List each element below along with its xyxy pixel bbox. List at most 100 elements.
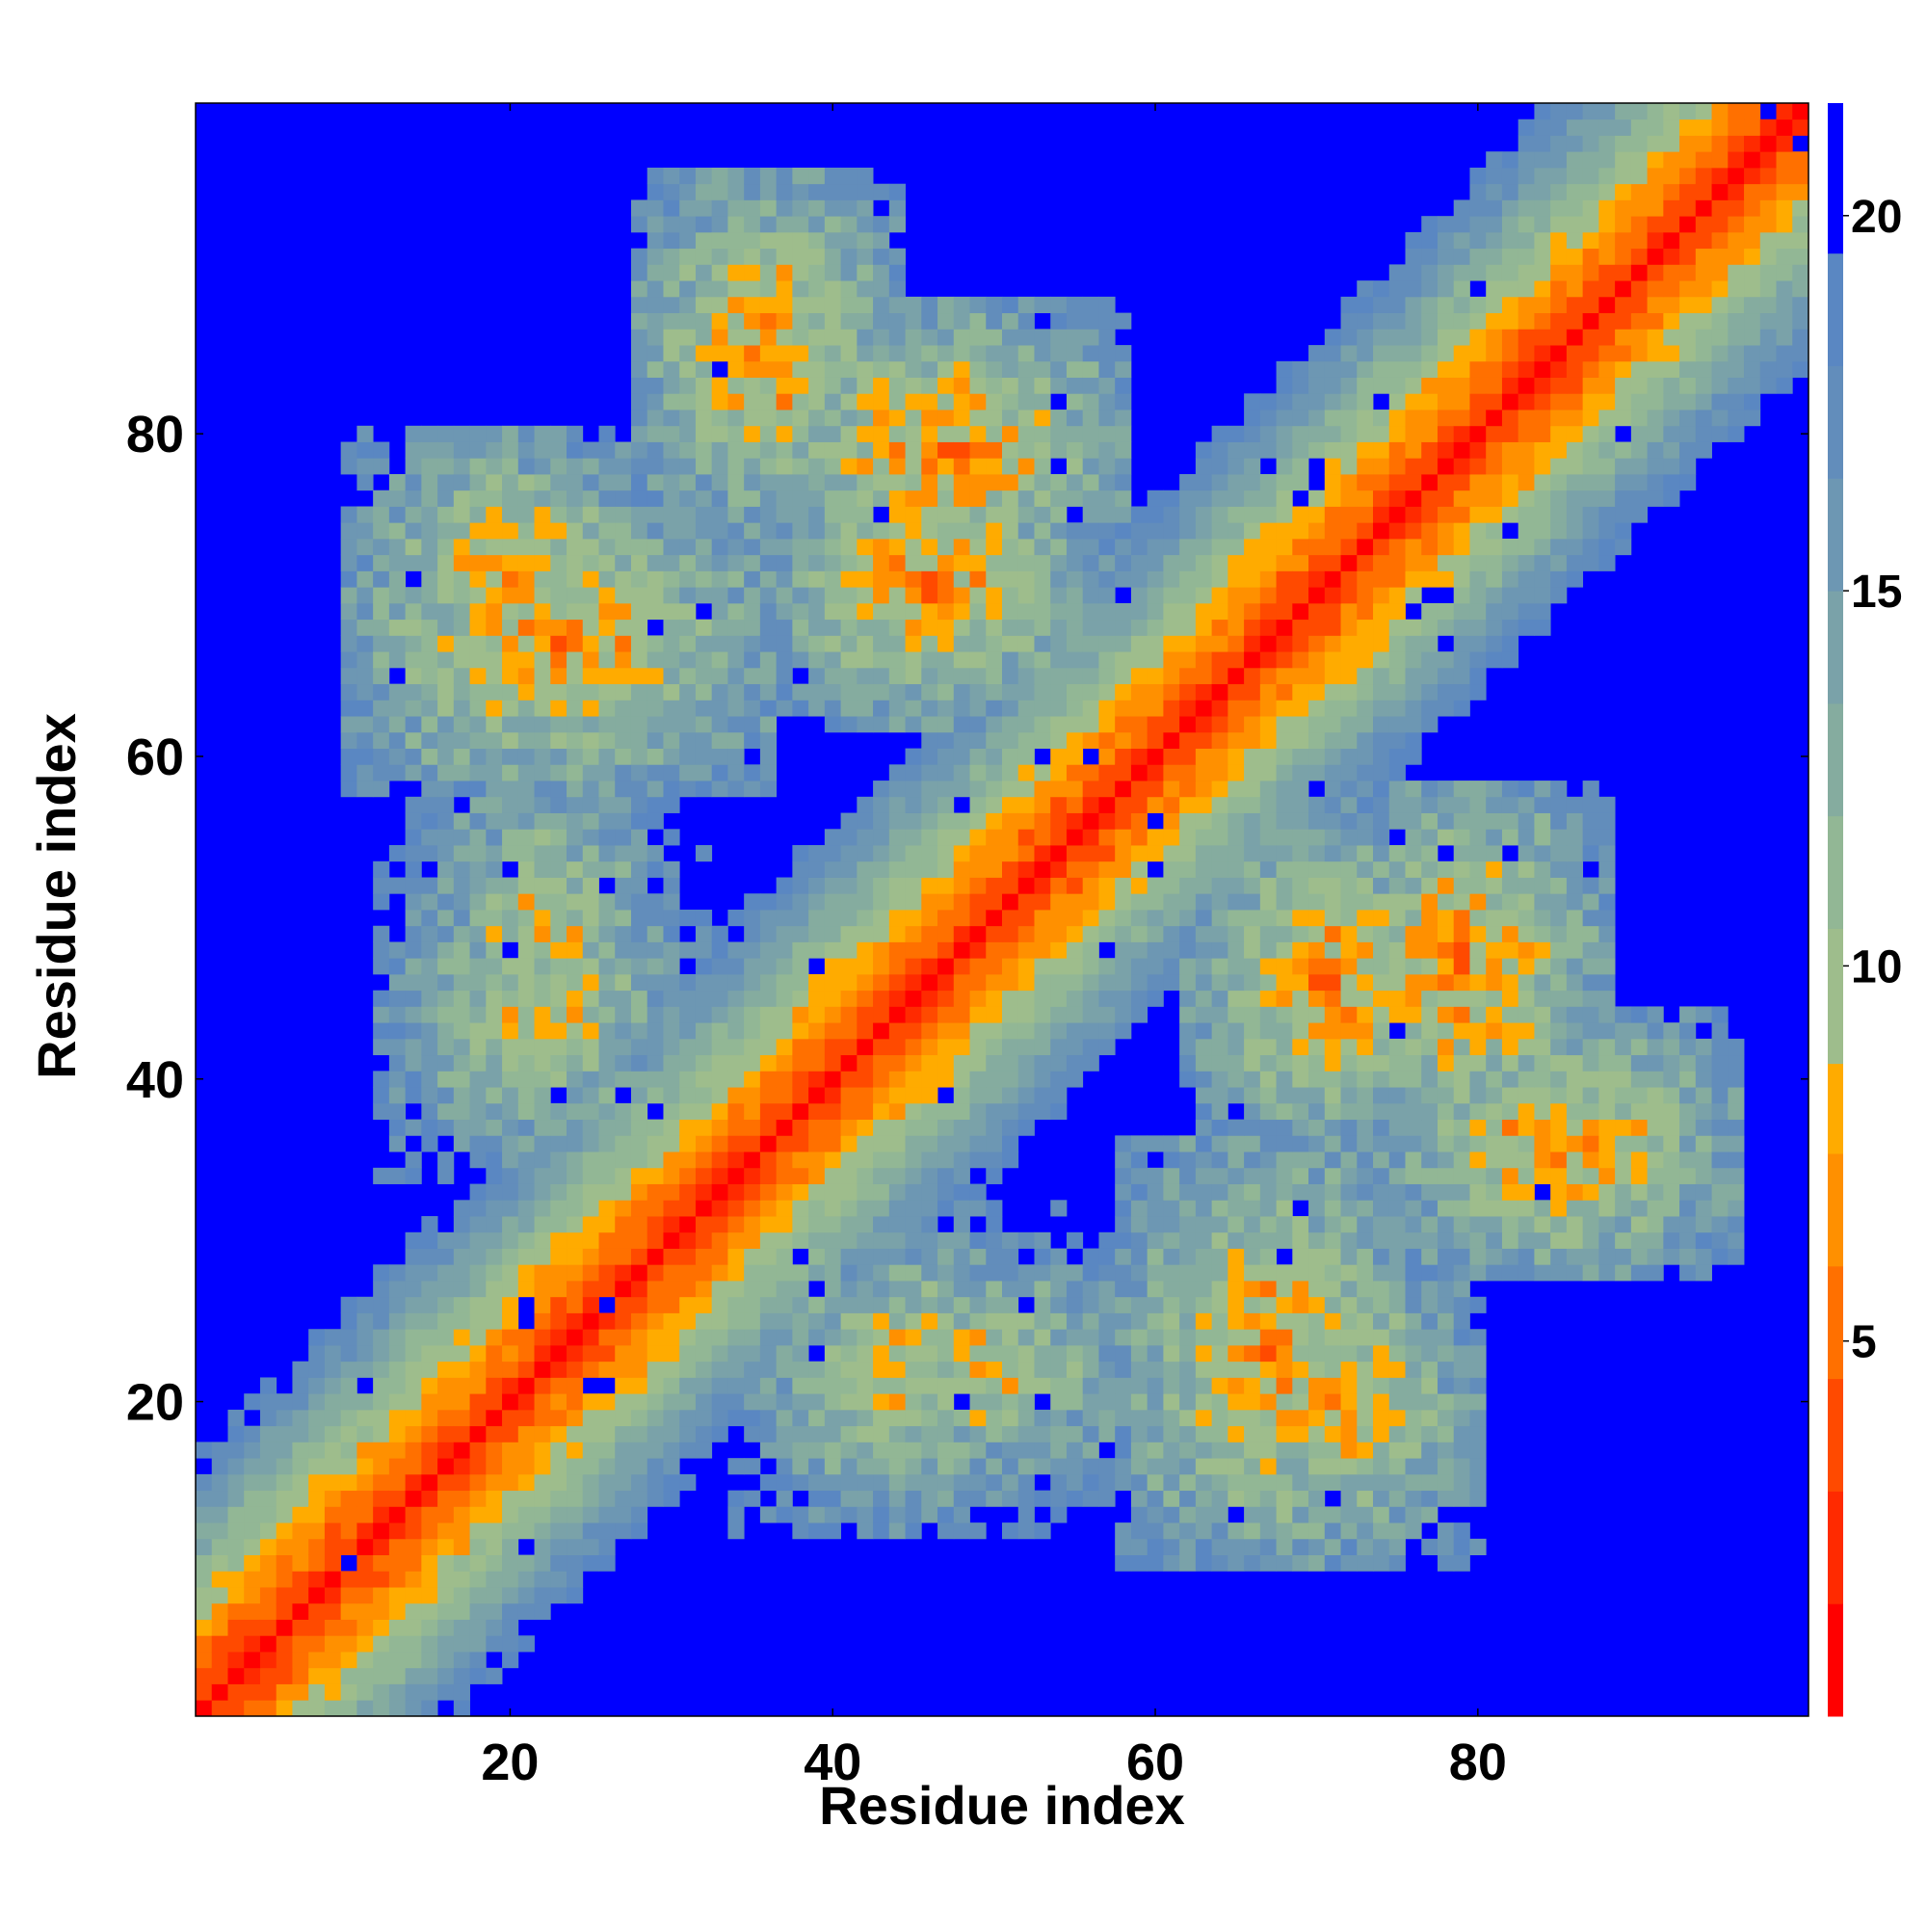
heatmap-cell <box>695 248 713 265</box>
heatmap-cell <box>1098 1490 1116 1507</box>
heatmap-cell <box>1002 700 1019 717</box>
heatmap-cell <box>1017 1281 1035 1298</box>
heatmap-cell <box>196 1571 213 1588</box>
heatmap-cell <box>759 1167 778 1184</box>
heatmap-cell <box>986 1216 1003 1233</box>
heatmap-cell <box>1244 910 1261 927</box>
heatmap-cell <box>792 860 809 878</box>
heatmap-cell <box>1130 1409 1148 1427</box>
heatmap-cell <box>486 1151 503 1169</box>
heatmap-cell <box>711 651 728 669</box>
heatmap-cell <box>598 602 616 621</box>
heatmap-cell <box>1227 1329 1245 1346</box>
heatmap-cell <box>1421 1135 1439 1152</box>
heatmap-cell <box>840 1361 858 1378</box>
heatmap-cell <box>1647 1119 1664 1136</box>
heatmap-cell <box>1357 1216 1374 1233</box>
heatmap-cell <box>1050 345 1068 362</box>
heatmap-cell <box>453 925 470 942</box>
heatmap-cell <box>1501 1054 1519 1072</box>
heatmap-cell <box>937 474 955 491</box>
heatmap-cell <box>1373 1216 1390 1233</box>
heatmap-cell <box>873 231 890 250</box>
heatmap-cell <box>1082 1409 1099 1427</box>
heatmap-cell <box>937 651 955 669</box>
heatmap-cell <box>292 1473 309 1492</box>
heatmap-cell <box>1679 1231 1697 1249</box>
heatmap-cell <box>1566 1200 1584 1217</box>
heatmap-cell <box>857 1522 874 1540</box>
heatmap-cell <box>469 860 487 878</box>
heatmap-cell <box>1066 1281 1084 1298</box>
heatmap-cell <box>663 1167 680 1184</box>
heatmap-cell <box>1711 1119 1729 1136</box>
heatmap-cell <box>937 1054 955 1072</box>
heatmap-cell <box>598 1442 616 1459</box>
heatmap-cell <box>1098 973 1116 992</box>
heatmap-cell <box>888 910 906 927</box>
heatmap-cell <box>1179 1442 1197 1459</box>
heatmap-cell <box>1324 925 1341 942</box>
heatmap-cell <box>1308 1167 1326 1184</box>
heatmap-cell <box>792 522 809 540</box>
heatmap-cell <box>1259 1054 1277 1072</box>
heatmap-cell <box>711 1071 728 1088</box>
heatmap-cell <box>953 635 970 652</box>
heatmap-cell <box>453 1216 470 1233</box>
heatmap-cell <box>776 941 793 959</box>
heatmap-cell <box>857 1071 874 1088</box>
heatmap-cell <box>598 731 616 749</box>
heatmap-cell <box>1663 1119 1680 1136</box>
heatmap-cell <box>840 1264 858 1282</box>
heatmap-cell <box>647 167 664 185</box>
heatmap-cell <box>937 1377 955 1394</box>
heatmap-cell <box>1050 1054 1068 1072</box>
heatmap-cell <box>953 619 970 636</box>
heatmap-cell <box>1292 1312 1309 1330</box>
heatmap-cell <box>598 425 616 442</box>
heatmap-cell <box>1308 1151 1326 1169</box>
heatmap-cell <box>1082 796 1099 813</box>
heatmap-cell <box>453 1667 470 1684</box>
heatmap-cell <box>405 1344 422 1363</box>
heatmap-cell <box>534 748 551 765</box>
heatmap-cell <box>663 554 680 571</box>
heatmap-cell <box>615 1135 632 1152</box>
heatmap-cell <box>1501 910 1519 927</box>
heatmap-cell <box>727 1183 745 1201</box>
heatmap-cell <box>502 602 519 621</box>
heatmap-cell <box>824 716 841 733</box>
heatmap-cell <box>1469 941 1487 959</box>
heatmap-cell <box>1469 1296 1487 1313</box>
heatmap-cell <box>1179 925 1197 942</box>
heatmap-cell <box>324 1361 342 1378</box>
heatmap-cell <box>663 570 680 588</box>
heatmap-cell <box>421 1038 438 1056</box>
heatmap-cell <box>453 1490 470 1507</box>
heatmap-cell <box>824 619 841 636</box>
heatmap-cell <box>679 1135 697 1152</box>
heatmap-cell <box>1066 748 1084 765</box>
heatmap-cell <box>873 910 890 927</box>
heatmap-cell <box>953 1183 970 1201</box>
heatmap-cell <box>1259 1119 1277 1136</box>
heatmap-cell <box>986 973 1003 992</box>
heatmap-cell <box>534 1377 551 1394</box>
heatmap-cell <box>1292 1038 1309 1056</box>
heatmap-cell <box>308 1571 326 1588</box>
heatmap-cell <box>1357 910 1374 927</box>
heatmap-cell <box>517 506 535 523</box>
heatmap-cell <box>324 1425 342 1442</box>
heatmap-cell <box>486 812 503 830</box>
heatmap-cell <box>921 474 938 491</box>
heatmap-cell <box>1630 1038 1648 1056</box>
heatmap-cell <box>1647 1102 1664 1121</box>
heatmap-cell <box>1017 1377 1035 1394</box>
heatmap-cell <box>1066 683 1084 701</box>
heatmap-cell <box>1405 860 1422 878</box>
heatmap-cell <box>1050 860 1068 878</box>
heatmap-cell <box>1292 1071 1309 1088</box>
heatmap-cell <box>421 877 438 894</box>
heatmap-cell <box>759 296 778 314</box>
heatmap-cell <box>937 700 955 717</box>
